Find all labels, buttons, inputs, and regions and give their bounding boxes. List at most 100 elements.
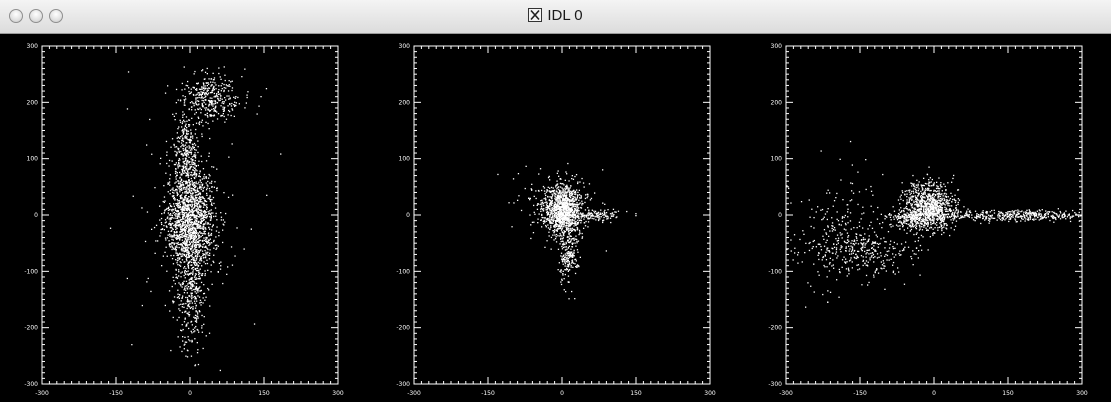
data-point xyxy=(207,233,210,235)
data-point xyxy=(571,212,574,214)
data-point xyxy=(194,264,196,267)
data-point xyxy=(184,195,186,198)
data-point xyxy=(957,209,959,211)
data-point xyxy=(576,238,578,241)
data-point xyxy=(574,190,577,193)
data-point xyxy=(190,210,192,212)
data-point xyxy=(169,310,171,312)
data-point xyxy=(559,207,561,209)
data-point xyxy=(580,197,582,199)
data-point xyxy=(201,202,203,204)
data-point xyxy=(184,88,186,90)
data-point xyxy=(570,209,573,211)
data-point xyxy=(530,224,532,226)
data-point xyxy=(181,330,183,332)
data-point xyxy=(174,283,176,285)
data-point xyxy=(160,157,162,159)
data-point xyxy=(178,150,180,152)
data-point xyxy=(186,199,188,201)
data-point xyxy=(192,197,194,200)
data-point xyxy=(203,186,206,188)
data-point xyxy=(577,213,579,215)
data-point xyxy=(564,203,566,205)
data-point xyxy=(551,209,554,211)
data-point xyxy=(222,110,225,112)
data-point xyxy=(188,206,190,209)
data-point xyxy=(228,98,230,100)
data-point xyxy=(192,235,194,237)
data-point xyxy=(569,235,571,237)
data-point xyxy=(555,222,557,224)
data-point xyxy=(196,244,199,246)
data-point xyxy=(559,199,561,201)
data-point xyxy=(189,340,191,342)
data-point xyxy=(187,198,189,200)
data-point xyxy=(562,223,564,225)
data-point xyxy=(556,195,558,197)
y-tick-label: 100 xyxy=(27,156,39,163)
data-point xyxy=(565,196,567,198)
data-point xyxy=(181,211,183,213)
title-bar[interactable]: IDL 0 xyxy=(0,0,1111,34)
data-point xyxy=(549,187,551,189)
data-point xyxy=(554,212,557,214)
data-point xyxy=(191,250,193,252)
data-point xyxy=(919,217,922,219)
data-point xyxy=(565,219,567,221)
data-point xyxy=(182,222,184,224)
data-point xyxy=(567,270,569,272)
minimize-window-button[interactable] xyxy=(29,9,43,23)
data-point xyxy=(183,199,185,202)
data-point xyxy=(200,281,203,284)
data-point xyxy=(210,81,212,83)
data-point xyxy=(568,194,571,196)
close-window-button[interactable] xyxy=(9,9,23,23)
data-point xyxy=(574,221,576,223)
data-point xyxy=(612,208,615,210)
data-point xyxy=(566,214,568,216)
data-point xyxy=(550,202,552,205)
data-point xyxy=(200,182,202,184)
data-point xyxy=(206,93,208,96)
data-point xyxy=(195,240,197,242)
data-point xyxy=(609,217,612,219)
data-point xyxy=(186,204,188,207)
data-point xyxy=(198,275,200,277)
data-point xyxy=(549,218,551,220)
data-point xyxy=(190,221,193,224)
data-point xyxy=(559,220,561,222)
data-point xyxy=(590,216,592,218)
data-point xyxy=(561,192,563,194)
data-point xyxy=(185,220,187,222)
data-point xyxy=(551,208,553,210)
data-point xyxy=(184,336,186,338)
data-point xyxy=(566,194,568,197)
data-point xyxy=(216,102,218,104)
data-point xyxy=(196,88,198,90)
data-point xyxy=(184,166,186,169)
data-point xyxy=(575,245,577,247)
data-point xyxy=(581,204,583,206)
data-point xyxy=(570,222,572,224)
data-point xyxy=(188,222,190,224)
data-point xyxy=(171,209,173,211)
data-point xyxy=(185,149,187,151)
zoom-window-button[interactable] xyxy=(49,9,63,23)
data-point xyxy=(170,254,172,257)
data-point xyxy=(226,85,228,87)
data-point xyxy=(183,214,186,217)
data-point xyxy=(558,227,560,230)
data-point xyxy=(175,269,177,271)
data-point xyxy=(184,341,186,343)
data-point xyxy=(571,213,573,215)
data-point xyxy=(205,240,207,242)
data-point xyxy=(202,228,204,230)
data-point xyxy=(181,230,183,232)
data-point xyxy=(196,342,198,344)
data-point xyxy=(204,230,206,232)
data-point xyxy=(192,169,194,171)
data-point xyxy=(202,243,204,246)
data-point xyxy=(178,151,180,153)
data-point xyxy=(203,323,205,325)
data-point xyxy=(553,193,555,195)
